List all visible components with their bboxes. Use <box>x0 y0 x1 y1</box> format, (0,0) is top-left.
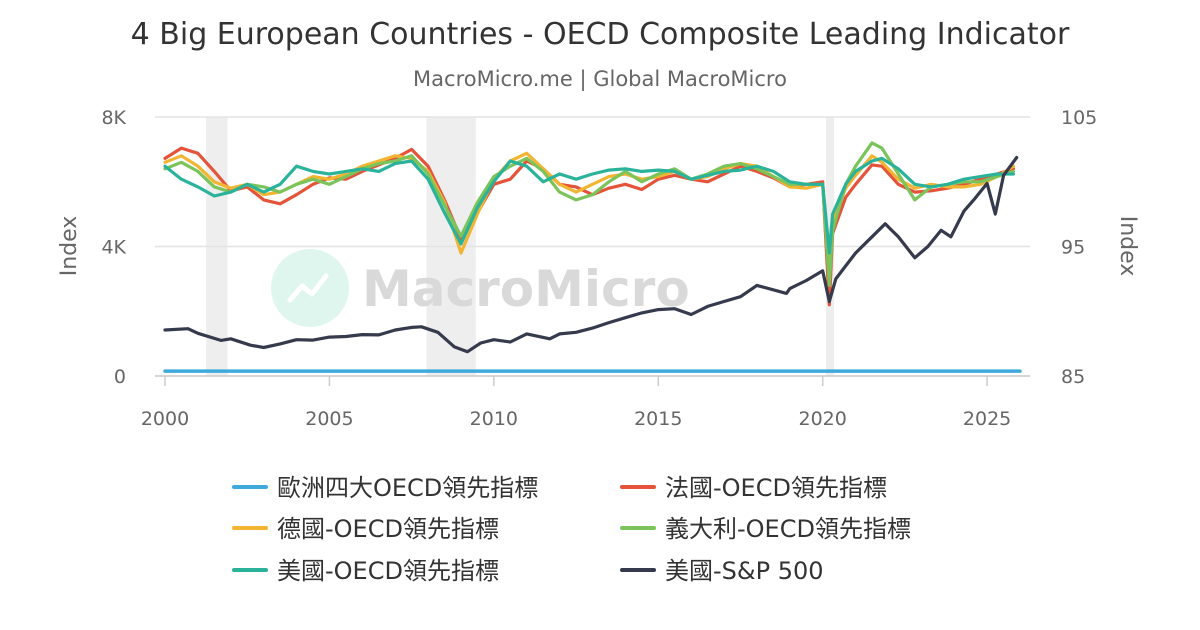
watermark: MacroMicro <box>271 249 690 327</box>
series-line-3 <box>163 141 1015 287</box>
y-left-tick-label: 4K <box>101 237 126 259</box>
watermark-logo-icon <box>271 249 349 327</box>
series-line-1 <box>163 146 1015 307</box>
x-tick-label: 2005 <box>305 408 353 430</box>
x-axis: 2000 2005 2010 2015 2020 2025 <box>141 375 1030 430</box>
x-tick-label: 2010 <box>470 408 518 430</box>
y-axis-right-title: Index <box>1115 216 1140 277</box>
x-tick-label: 2025 <box>963 408 1011 430</box>
series-lines <box>163 141 1022 373</box>
chart-title: 4 Big European Countries - OECD Composit… <box>131 17 1070 52</box>
y-right-tick-label: 95 <box>1061 237 1085 259</box>
y-axis-left-title: Index <box>57 216 82 277</box>
series-line-4 <box>163 156 1015 255</box>
y-left-tick-label: 0 <box>114 366 126 388</box>
legend-item-label: 義大利-OECD領先指標 <box>665 515 911 543</box>
y-left-tick-label: 8K <box>101 107 126 129</box>
x-tick-label: 2015 <box>634 408 682 430</box>
y-axis-right: 85 95 105 <box>1061 107 1097 388</box>
chart-subtitle: MacroMicro.me | Global MacroMicro <box>413 67 787 92</box>
y-right-tick-label: 105 <box>1061 107 1097 129</box>
legend-item-label: 美國-S&P 500 <box>665 557 824 585</box>
legend-item-label: 歐洲四大OECD領先指標 <box>277 474 538 502</box>
series-line-2 <box>163 151 1015 268</box>
legend-item-label: 德國-OECD領先指標 <box>277 515 499 543</box>
legend-item-label: 美國-OECD領先指標 <box>277 557 499 585</box>
series-line-5 <box>163 155 1019 354</box>
y-axis-left: 0 4K 8K <box>101 107 126 388</box>
watermark-chart-icon <box>287 273 329 303</box>
y-right-tick-label: 85 <box>1061 366 1085 388</box>
x-tick-label: 2020 <box>799 408 847 430</box>
gridlines <box>155 116 1030 377</box>
legend-item-label: 法國-OECD領先指標 <box>665 474 887 502</box>
x-tick-label: 2000 <box>141 408 189 430</box>
watermark-text: MacroMicro <box>362 260 690 318</box>
